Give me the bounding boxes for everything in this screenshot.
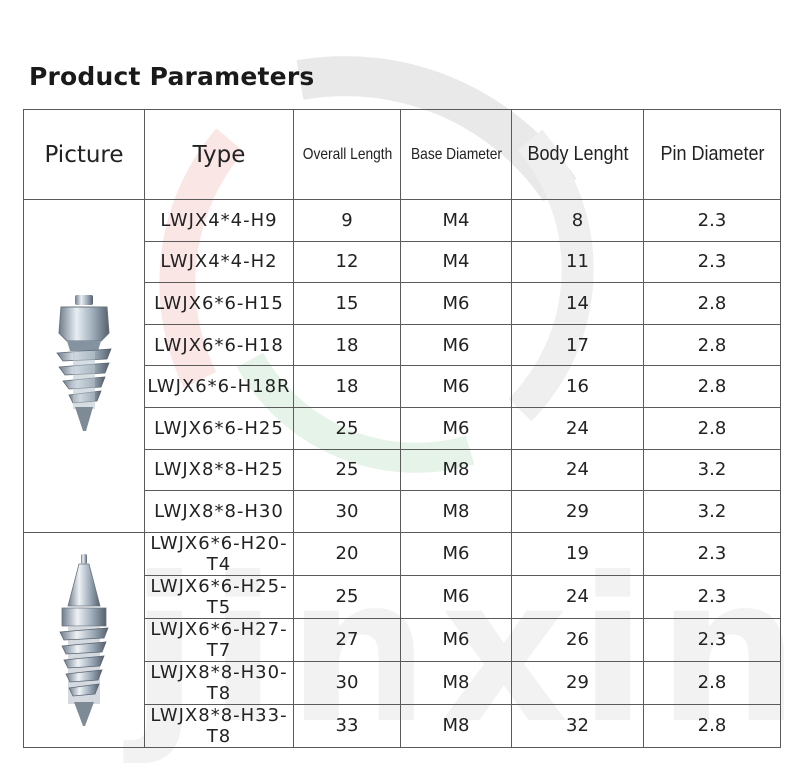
cell-pin-diameter: 2.8 [643, 660, 781, 705]
product-parameters-table: Picture Type Overall Length Base Diamete… [23, 109, 781, 748]
table-row: LWJX6*6-H20-T4 20 M6 19 2.3 [23, 531, 781, 748]
cell-type: LWJX6*6-H27-T7 [144, 617, 294, 662]
cell-type: LWJX6*6-H20-T4 [144, 531, 294, 576]
header-overall-length: Overall Length [300, 109, 394, 200]
cell-body-length: 16 [511, 365, 644, 408]
cell-overall-length: 25 [293, 574, 401, 619]
cell-base-diameter: M6 [400, 282, 512, 325]
header-type: Type [144, 109, 294, 200]
cell-overall-length: 33 [293, 703, 401, 748]
cell-base-diameter: M6 [400, 365, 512, 408]
cell-type: LWJX6*6-H18R [144, 365, 294, 408]
cell-body-length: 14 [511, 282, 644, 325]
screw-stud-pointed-head-icon [59, 553, 109, 726]
cell-type: LWJX6*6-H25-T5 [144, 574, 294, 619]
header-body-length: Body Lenght [517, 109, 638, 200]
cell-base-diameter: M6 [400, 406, 512, 450]
cell-body-length: 26 [511, 617, 644, 662]
table-row: LWJX8*8-H33-T8 33 M8 32 2.8 [24, 703, 781, 748]
header-picture: Picture [23, 109, 145, 200]
cell-body-length: 19 [511, 531, 644, 576]
table-row: LWJX6*6-H18 18 M6 17 2.8 [24, 323, 781, 367]
cell-overall-length: 18 [293, 365, 401, 408]
cell-overall-length: 25 [293, 406, 401, 450]
cell-base-diameter: M8 [400, 703, 512, 748]
product-picture [23, 199, 145, 533]
cell-body-length: 24 [511, 448, 644, 492]
cell-body-length: 29 [511, 660, 644, 705]
cell-pin-diameter: 2.3 [643, 240, 781, 284]
cell-pin-diameter: 2.3 [643, 531, 781, 576]
cell-pin-diameter: 2.8 [643, 406, 781, 450]
cell-body-length: 24 [511, 574, 644, 619]
table-row: LWJX8*8-H30-T8 30 M8 29 2.8 [24, 660, 781, 705]
cell-type: LWJX4*4-H9 [144, 199, 294, 242]
cell-pin-diameter: 2.8 [643, 323, 781, 367]
product-picture [23, 531, 145, 748]
table-row: LWJX4*4-H9 9 M4 8 2.3 [23, 199, 781, 533]
table-row: LWJX6*6-H25 25 M6 24 2.8 [24, 406, 781, 450]
screw-stud-flat-head-icon [56, 294, 112, 431]
cell-overall-length: 15 [293, 282, 401, 325]
cell-base-diameter: M6 [400, 617, 512, 662]
cell-pin-diameter: 2.8 [643, 365, 781, 408]
cell-base-diameter: M6 [400, 531, 512, 576]
cell-body-length: 8 [511, 199, 644, 242]
cell-body-length: 11 [511, 240, 644, 284]
cell-base-diameter: M4 [400, 240, 512, 284]
cell-type: LWJX8*8-H25 [144, 448, 294, 492]
cell-type: LWJX8*8-H30-T8 [144, 660, 294, 705]
cell-pin-diameter: 2.3 [643, 617, 781, 662]
cell-type: LWJX4*4-H2 [144, 240, 294, 284]
header-base-diameter: Base Diameter [407, 109, 505, 200]
cell-pin-diameter: 2.3 [643, 574, 781, 619]
cell-overall-length: 30 [293, 660, 401, 705]
cell-type: LWJX8*8-H33-T8 [144, 703, 294, 748]
table-row: LWJX6*6-H18R 18 M6 16 2.8 [24, 365, 781, 408]
cell-type: LWJX8*8-H30 [144, 490, 294, 533]
cell-body-length: 32 [511, 703, 644, 748]
cell-type: LWJX6*6-H18 [144, 323, 294, 367]
table-row: LWJX8*8-H30 30 M8 29 3.2 [24, 490, 781, 533]
cell-base-diameter: M8 [400, 660, 512, 705]
header-pin-diameter: Pin Diameter [649, 109, 775, 200]
cell-body-length: 17 [511, 323, 644, 367]
cell-pin-diameter: 3.2 [643, 490, 781, 533]
cell-pin-diameter: 2.8 [643, 282, 781, 325]
table-body: LWJX4*4-H9 9 M4 8 2.3 LWJX4*4-H2 12 M4 11 2.3 LWJX… [23, 199, 781, 748]
table-row: LWJX8*8-H25 25 M8 24 3.2 [24, 448, 781, 492]
cell-base-diameter: M6 [400, 323, 512, 367]
cell-pin-diameter: 2.8 [643, 703, 781, 748]
table-row: LWJX6*6-H27-T7 27 M6 26 2.3 [24, 617, 781, 662]
cell-overall-length: 12 [293, 240, 401, 284]
cell-overall-length: 30 [293, 490, 401, 533]
cell-type: LWJX6*6-H25 [144, 406, 294, 450]
page-title: Product Parameters [29, 62, 315, 91]
cell-overall-length: 25 [293, 448, 401, 492]
cell-base-diameter: M6 [400, 574, 512, 619]
cell-pin-diameter: 3.2 [643, 448, 781, 492]
cell-body-length: 24 [511, 406, 644, 450]
cell-base-diameter: M8 [400, 490, 512, 533]
table-row: LWJX6*6-H25-T5 25 M6 24 2.3 [24, 574, 781, 619]
cell-overall-length: 20 [293, 531, 401, 576]
cell-base-diameter: M4 [400, 199, 512, 242]
cell-overall-length: 27 [293, 617, 401, 662]
cell-overall-length: 18 [293, 323, 401, 367]
cell-type: LWJX6*6-H15 [144, 282, 294, 325]
cell-pin-diameter: 2.3 [643, 199, 781, 242]
table-header-row: Picture Type Overall Length Base Diamete… [23, 109, 781, 200]
cell-base-diameter: M8 [400, 448, 512, 492]
cell-overall-length: 9 [293, 199, 401, 242]
cell-body-length: 29 [511, 490, 644, 533]
